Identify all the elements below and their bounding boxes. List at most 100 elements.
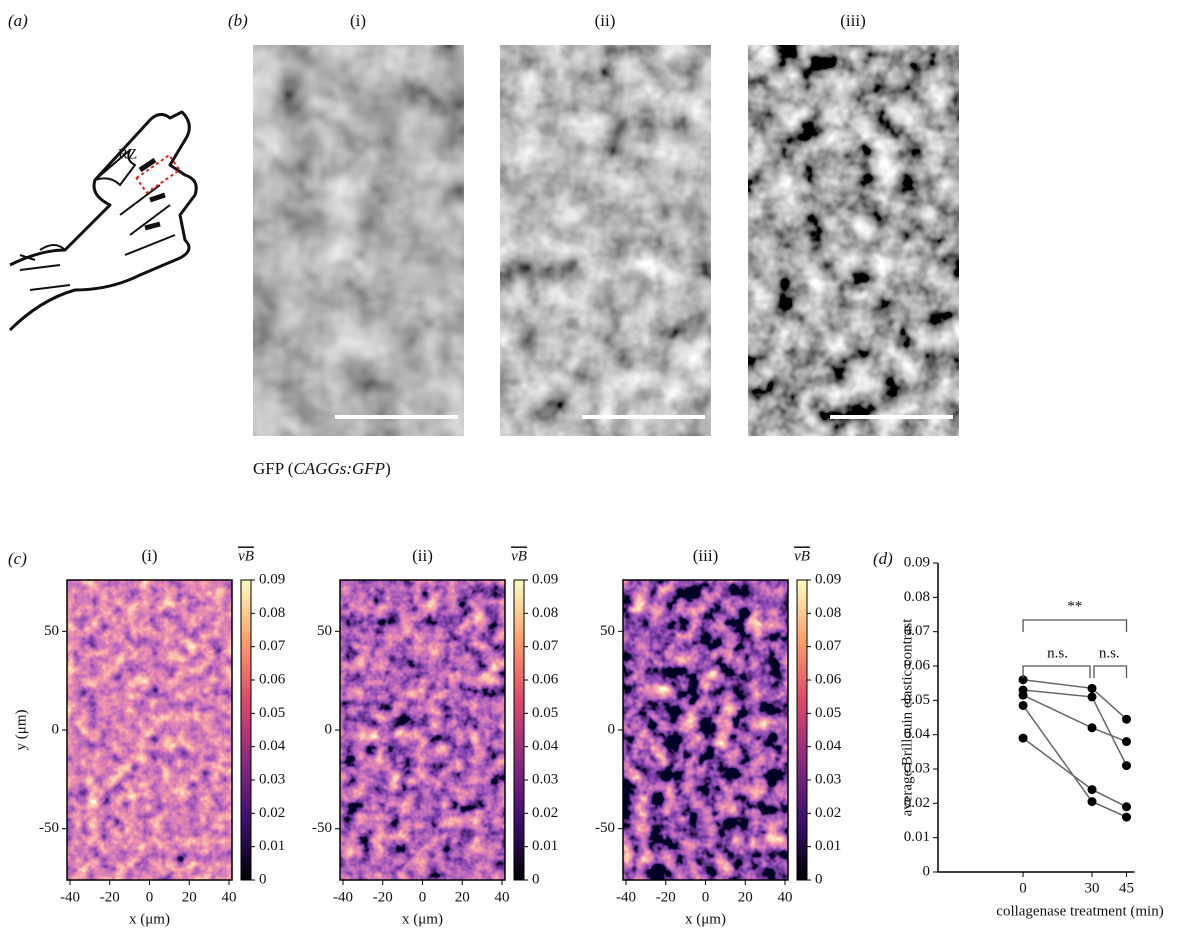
x-axis-label: x (μm) <box>402 911 443 927</box>
colorbar-tick-label: 0.03 <box>532 771 558 787</box>
data-point <box>1122 714 1132 724</box>
data-point <box>1018 733 1028 743</box>
x-tick-label: -20 <box>100 889 120 905</box>
x-tick-label: -20 <box>373 889 393 905</box>
data-point <box>1122 812 1132 822</box>
y-tick-label: 0 <box>325 721 333 737</box>
colorbar-tick-label: 0.09 <box>259 571 285 587</box>
subpanel-title: (iii) <box>840 11 866 30</box>
colorbar-label: νB <box>238 548 254 564</box>
colorbar-tick-label: 0 <box>815 871 823 887</box>
colorbar-tick-label: 0.07 <box>815 638 842 654</box>
subpanel-title: (i) <box>350 11 366 30</box>
micrograph <box>253 45 464 436</box>
y-tick-label: 0.02 <box>904 795 930 811</box>
x-tick-label: 0 <box>1019 880 1027 896</box>
significance-bracket <box>1022 665 1091 678</box>
hand-sketch <box>8 110 198 332</box>
heatmap-title: (i) <box>141 546 157 565</box>
y-tick-label: -50 <box>595 820 615 836</box>
y-tick-label: -50 <box>39 820 59 836</box>
data-point <box>1087 692 1097 702</box>
y-tick-label: 0 <box>52 721 60 737</box>
x-tick-label: -40 <box>616 889 636 905</box>
micrograph <box>748 45 959 436</box>
data-point <box>1087 723 1097 733</box>
x-tick-label: 20 <box>738 889 753 905</box>
colorbar-tick-label: 0.01 <box>259 838 285 854</box>
colorbar-tick-label: 0.05 <box>815 705 841 721</box>
rz-label: RZ <box>118 146 137 162</box>
colorbar-tick-label: 0 <box>532 871 540 887</box>
caption-part: ) <box>385 459 391 478</box>
y-tick-label: 50 <box>600 623 615 639</box>
series-line <box>1022 705 1127 818</box>
colorbar-tick-label: 0.02 <box>532 805 558 821</box>
x-axis-label: x (μm) <box>129 911 170 927</box>
colorbar-tick-label: 0.01 <box>532 838 558 854</box>
panel-label: (c) <box>8 549 27 568</box>
y-tick-label: 0 <box>608 721 616 737</box>
y-tick-label: 0 <box>923 863 931 879</box>
heatmap-title: (iii) <box>693 546 719 565</box>
x-tick-label: 20 <box>455 889 470 905</box>
x-tick-label: 0 <box>419 889 427 905</box>
y-tick-label: 0.08 <box>904 589 930 605</box>
y-tick-label: 0.01 <box>904 829 930 845</box>
y-tick-label: 50 <box>44 623 59 639</box>
heatmap-title: (ii) <box>412 546 433 565</box>
series-line <box>1022 737 1127 808</box>
y-axis-label: y (μm) <box>13 710 29 751</box>
heatmap-image <box>623 580 788 880</box>
x-tick-label: 20 <box>182 889 197 905</box>
caption-part: GFP ( <box>253 459 294 478</box>
x-tick-label: 45 <box>1119 880 1134 896</box>
y-tick-label: -50 <box>312 820 332 836</box>
significance-bracket <box>1022 619 1128 632</box>
subpanel-title: (ii) <box>595 11 616 30</box>
colorbar-tick-label: 0 <box>259 871 267 887</box>
panel-label: (a) <box>8 11 28 30</box>
colorbar <box>796 579 808 881</box>
colorbar-tick-label: 0.04 <box>815 738 842 754</box>
y-tick-label: 0.06 <box>904 657 931 673</box>
colorbar-tick-label: 0.08 <box>815 605 841 621</box>
x-axis-label: collagenase treatment (min) <box>996 903 1163 919</box>
series-line <box>1022 694 1127 743</box>
colorbar-label: νB <box>794 548 810 564</box>
x-tick-label: 30 <box>1085 880 1100 896</box>
heatmap-image <box>67 580 232 880</box>
colorbar-tick-label: 0.06 <box>259 671 286 687</box>
gfp-caption: GFP (CAGGs:GFP) <box>253 459 391 478</box>
data-point <box>1018 690 1028 700</box>
data-point <box>1018 675 1028 685</box>
colorbar-tick-label: 0.03 <box>259 771 285 787</box>
colorbar-tick-label: 0.04 <box>532 738 559 754</box>
x-axis-label: x (μm) <box>685 911 726 927</box>
colorbar-tick-label: 0.06 <box>532 671 559 687</box>
panel-label: (b) <box>228 11 248 30</box>
colorbar-tick-label: 0.09 <box>532 571 558 587</box>
data-point <box>1087 785 1097 795</box>
colorbar-tick-label: 0.07 <box>532 638 559 654</box>
annotation: n.s. <box>1099 645 1120 661</box>
heatmap-image <box>340 580 505 880</box>
colorbar-tick-label: 0.09 <box>815 571 841 587</box>
colorbar-tick-label: 0.08 <box>532 605 558 621</box>
x-tick-label: 40 <box>222 889 237 905</box>
colorbar-tick-label: 0.03 <box>815 771 841 787</box>
colorbar-tick-label: 0.08 <box>259 605 285 621</box>
colorbar-tick-label: 0.01 <box>815 838 841 854</box>
significance-bracket <box>1093 665 1128 678</box>
x-tick-label: -40 <box>333 889 353 905</box>
data-point <box>1018 700 1028 710</box>
data-point <box>1122 802 1132 812</box>
data-point <box>1122 761 1132 771</box>
x-tick-label: 40 <box>495 889 510 905</box>
annotation: ** <box>1067 598 1082 614</box>
data-point <box>1122 737 1132 747</box>
colorbar-tick-label: 0.06 <box>815 671 842 687</box>
colorbar-tick-label: 0.05 <box>532 705 558 721</box>
y-tick-label: 0.04 <box>904 726 931 742</box>
y-tick-label: 0.09 <box>904 554 930 570</box>
